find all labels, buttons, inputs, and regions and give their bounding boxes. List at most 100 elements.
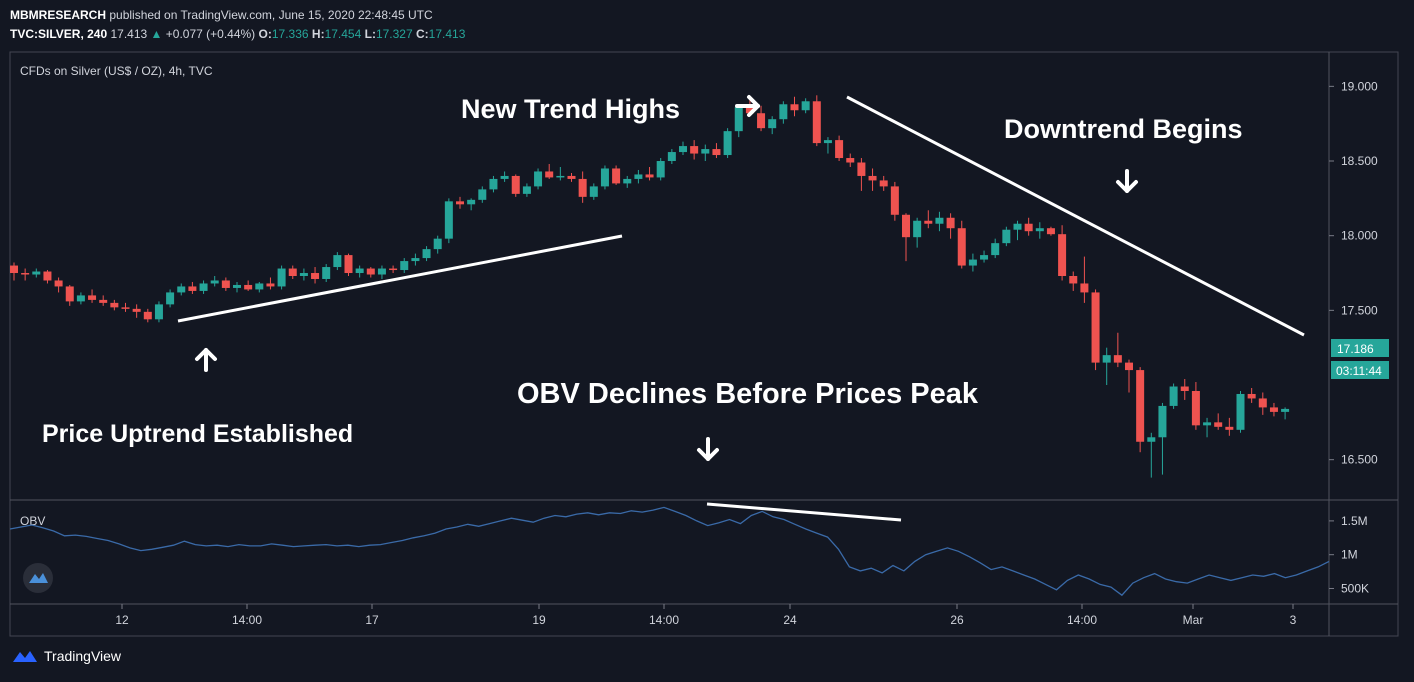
candle-body (745, 107, 754, 114)
candle-body (779, 104, 788, 120)
annotation-new-trend-highs: New Trend Highs (461, 94, 680, 124)
candle-body (322, 267, 331, 279)
time-tick-label: 26 (950, 613, 964, 627)
candle-body (1136, 370, 1145, 442)
candle-body (65, 286, 74, 302)
candle-body (589, 186, 598, 197)
candle-body (857, 162, 866, 176)
low-value: 17.327 (375, 27, 413, 41)
candle-body (1269, 407, 1278, 412)
candle-body (667, 152, 676, 162)
time-tick-label: 12 (115, 613, 129, 627)
candle-body (1203, 422, 1212, 426)
time-tick-label: Mar (1183, 613, 1204, 627)
down-arrow-icon (1116, 169, 1138, 193)
candle-body (1013, 223, 1022, 230)
candle-body (835, 140, 844, 159)
close-value: 17.413 (428, 27, 466, 41)
candle-body (377, 268, 386, 275)
price-tick-label: 16.500 (1341, 453, 1378, 467)
candle-body (1258, 398, 1267, 408)
candle-body (132, 308, 141, 312)
obv-decline-line (706, 502, 902, 522)
candle-body (1024, 223, 1033, 232)
candle-body (500, 175, 509, 179)
candle-body (913, 220, 922, 238)
candle-body (43, 271, 52, 281)
candle-body (266, 283, 275, 287)
candle-body (444, 201, 453, 239)
brand-label: TradingView (44, 648, 122, 664)
candle-body (333, 255, 342, 268)
candle-body (846, 158, 855, 163)
candle-body (545, 171, 554, 178)
candle-body (244, 284, 253, 290)
footer-brand[interactable]: TradingView (12, 648, 121, 664)
annotation-downtrend-begins: Downtrend Begins (1004, 114, 1243, 144)
price-tick-label: 18.000 (1341, 229, 1378, 243)
time-tick-label: 14:00 (1067, 613, 1097, 627)
candle-body (1080, 283, 1089, 293)
obv-tick-label: 500K (1341, 581, 1369, 595)
obv-tick-label: 1.5M (1341, 514, 1368, 528)
candle-body (701, 149, 710, 154)
candle-body (868, 175, 877, 181)
candle-body (1158, 405, 1167, 438)
candle-body (623, 178, 632, 184)
obv-line (9, 506, 1330, 597)
low-label: L: (364, 27, 376, 41)
candle-body (188, 286, 197, 291)
candle-body (110, 302, 119, 308)
candle-body (690, 146, 699, 154)
countdown-tag-bg (1331, 361, 1389, 379)
candle-body (890, 186, 899, 215)
candle-body (21, 273, 30, 275)
candle-body (433, 238, 442, 250)
candle-body (578, 178, 587, 197)
candle-body (823, 140, 832, 144)
obv-tick-label: 1M (1341, 548, 1358, 562)
candle-body (712, 149, 721, 156)
candle-body (768, 119, 777, 129)
high-value: 17.454 (324, 27, 362, 41)
candle-body (1091, 292, 1100, 363)
candle-body (1035, 228, 1044, 232)
candle-body (968, 259, 977, 266)
candle-body (946, 217, 955, 229)
price-tick-label: 18.500 (1341, 154, 1378, 168)
candle-body (121, 307, 130, 309)
candle-body (1102, 355, 1111, 363)
candle-body (221, 280, 230, 288)
candle-body (980, 255, 989, 260)
candle-body (679, 146, 687, 153)
candle-body (1046, 228, 1055, 235)
candle-body (1225, 426, 1234, 430)
price-tick-label: 17.500 (1341, 303, 1378, 317)
candle-body (311, 273, 320, 279)
candle-body (511, 175, 520, 194)
candle-body (634, 174, 643, 179)
candle-body (757, 113, 766, 129)
candle-body (54, 280, 63, 287)
price-tick-label: 19.000 (1341, 79, 1378, 93)
candle-body (366, 268, 375, 275)
tv-logo-mark (29, 573, 48, 583)
candle-body (1147, 437, 1156, 442)
publisher-line: MBMRESEARCH published on TradingView.com… (10, 8, 433, 22)
down-arrow-icon (697, 437, 719, 461)
main-pane-border (9, 51, 1399, 637)
tradingview-logo-icon (13, 651, 37, 662)
candle-body (411, 258, 420, 262)
time-tick-label: 14:00 (649, 613, 679, 627)
candle-body (567, 175, 576, 179)
candle-body (1191, 390, 1200, 426)
up-arrow-icon (195, 348, 217, 372)
candle-body (177, 286, 186, 293)
candle-body (1214, 422, 1223, 427)
candle-body (255, 283, 264, 290)
candle-body (801, 101, 810, 111)
symbol-label: TVC:SILVER, 240 (10, 27, 108, 41)
candle-body (478, 189, 487, 200)
candle-body (99, 299, 108, 303)
